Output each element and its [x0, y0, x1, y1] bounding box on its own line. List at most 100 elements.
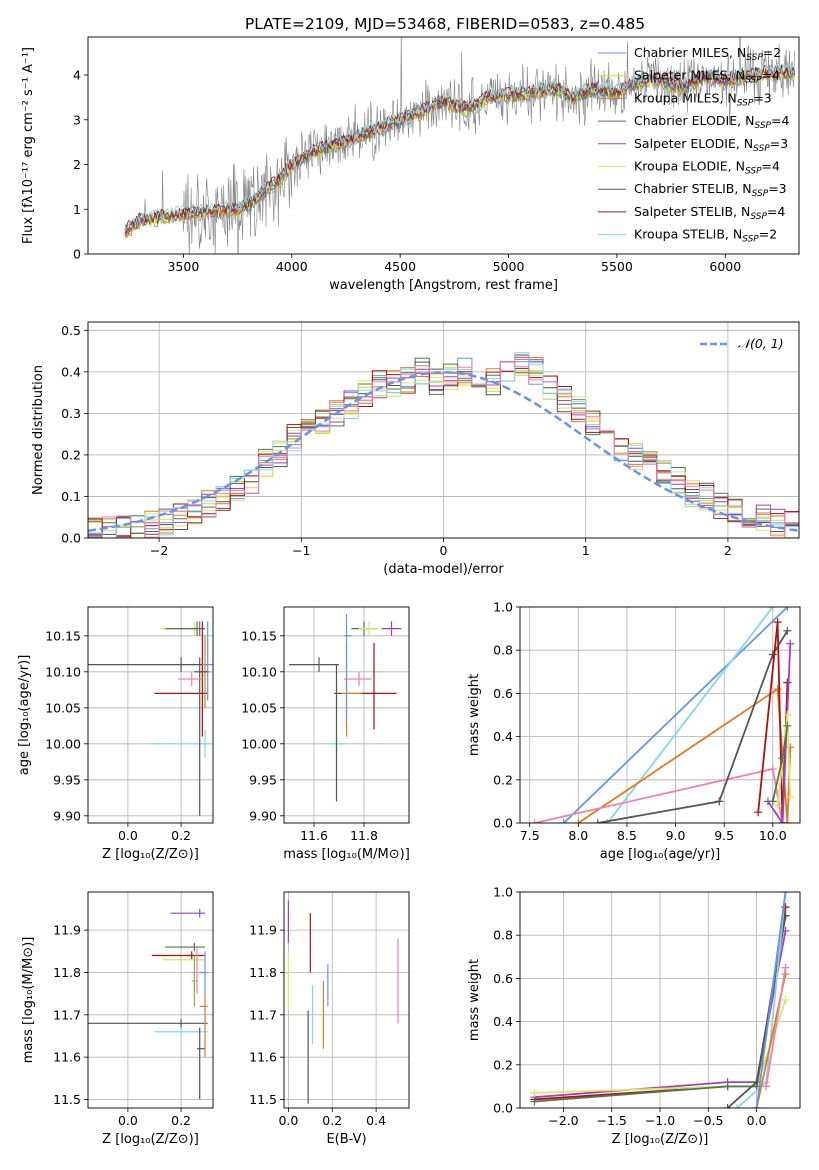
legend-suffix: =3 [770, 136, 788, 151]
series-line [755, 892, 787, 1108]
errorbar-point [344, 671, 372, 687]
plot-area [284, 607, 409, 823]
axes-frame [87, 36, 800, 255]
y-tick-label: 0.4 [493, 729, 513, 744]
x-tick-label: 7.5 [520, 828, 540, 843]
series-marker [768, 765, 777, 773]
y-axis-label: mass [log₁₀(M/M⊙)] [21, 937, 36, 1064]
legend-subscript: SSP [750, 212, 767, 222]
y-axis-label: mass weight [467, 674, 482, 756]
y-tick-label: 10.00 [45, 736, 81, 751]
series-line [124, 63, 796, 231]
x-tick-label: −1.0 [645, 1113, 675, 1128]
x-tick-label: 9.0 [666, 828, 686, 843]
series-marker [783, 721, 792, 730]
y-tick-label: 9.95 [249, 772, 277, 787]
normal-curve [88, 371, 799, 532]
series-marker [559, 819, 568, 823]
legend-suffix: =4 [762, 68, 780, 83]
series-marker [781, 996, 790, 1004]
x-tick-label: 0.0 [118, 828, 138, 843]
legend-suffix: =4 [771, 113, 789, 128]
legend-label: Salpeter ELODIE, NSSP=3 [634, 136, 788, 154]
plot-area [88, 607, 213, 823]
axes-frame [283, 891, 410, 1109]
y-tick-label: 0.2 [493, 1057, 513, 1072]
x-tick-label: 8.5 [617, 828, 637, 843]
x-tick-label: −2.0 [548, 1113, 578, 1128]
legend-suffix: =2 [759, 227, 777, 242]
y-tick-label: 1.0 [493, 600, 513, 615]
x-tick-label: 4500 [384, 259, 416, 274]
errorbar-point [88, 1019, 208, 1028]
legend-label: Salpeter MILES, NSSP=4 [634, 68, 780, 86]
figure-title: PLATE=2109, MJD=53468, FIBERID=0583, z=0… [245, 15, 645, 33]
legend-subscript: SSP [754, 121, 771, 131]
y-tick-label: 0.8 [493, 643, 513, 658]
series-marker [752, 1104, 761, 1108]
errorbar-point [154, 1027, 208, 1036]
series-marker [530, 819, 539, 823]
legend-suffix: =4 [767, 204, 785, 219]
y-tick-label: 0.5 [61, 323, 81, 338]
x-tick-label: 0.0 [278, 1113, 298, 1128]
panel-age-vs-mass: 11.6 11.8 9.90 9.95 10.00 10.05 10.10 10.15 mass… [241, 606, 410, 862]
series-marker [530, 1088, 539, 1097]
series-marker [778, 754, 787, 763]
series-marker [786, 793, 795, 802]
y-tick-label: 10.05 [45, 700, 81, 715]
panel-mass-weight-vs-age: 7.5 8.0 8.5 9.0 9.5 10.0 0.0 0.2 0.4 0.6 0.8 1.0 age… [467, 600, 801, 862]
y-tick-label: 11.6 [249, 1050, 277, 1065]
series-marker [603, 819, 612, 823]
series-marker [783, 711, 792, 719]
x-tick-label: −1 [292, 543, 310, 558]
legend: Chabrier MILES, NSSP=2 Salpeter MILES, NS… [598, 45, 789, 245]
plot-area [520, 607, 800, 823]
legend-label: Kroupa STELIB, NSSP=2 [634, 227, 777, 245]
histogram-step [88, 360, 799, 538]
x-axis-label: wavelength [Angstrom, rest frame] [329, 278, 558, 293]
y-tick-label: 0.2 [61, 447, 81, 462]
panel-mass-vs-ebv: 0.0 0.2 0.4 11.5 11.6 11.7 11.8 11.9 E(B-V) [249, 891, 410, 1147]
y-tick-label: 10.15 [45, 628, 81, 643]
plot-area [88, 892, 213, 1108]
y-tick-label: 0.8 [493, 928, 513, 943]
series-marker [768, 607, 777, 611]
legend-subscript: SSP [745, 167, 762, 177]
errorbar-point [194, 657, 208, 816]
y-tick-label: 0.6 [493, 686, 513, 701]
series-marker [754, 808, 763, 817]
x-axis-label: Z [log₁₀(Z/Z⊙)] [612, 1132, 709, 1147]
series-marker [778, 819, 787, 823]
series-marker [715, 797, 724, 806]
x-tick-label: 0.2 [171, 828, 191, 843]
x-tick-label: 10.0 [759, 828, 787, 843]
errorbar-point [170, 908, 206, 918]
y-tick-label: 11.5 [53, 1092, 81, 1107]
y-axis-label: Flux [fλ10⁻¹⁷ erg cm⁻² s⁻¹ A⁻¹] [21, 47, 36, 244]
y-tick-label: 11.8 [53, 965, 81, 980]
legend-suffix: =3 [768, 181, 786, 196]
y-tick-label: 0.0 [61, 531, 81, 546]
errorbar-point [361, 643, 397, 730]
x-tick-label: 2 [724, 543, 732, 558]
y-tick-label: 11.9 [249, 923, 277, 938]
series-marker [530, 1097, 539, 1106]
series-marker [773, 801, 782, 810]
legend-label: Kroupa ELODIE, NSSP=4 [634, 159, 780, 177]
x-tick-label: 11.6 [300, 828, 328, 843]
y-tick-label: 2 [73, 157, 81, 172]
y-tick-label: 0 [73, 247, 81, 262]
y-tick-label: 0.0 [493, 1101, 513, 1116]
y-tick-label: 0.4 [493, 1014, 513, 1029]
series-line [563, 607, 789, 823]
x-tick-label: 0.2 [171, 1113, 191, 1128]
series-marker [781, 892, 790, 896]
errorbar-point [334, 664, 342, 802]
x-tick-label: 5500 [601, 259, 633, 274]
y-tick-label: 10.00 [241, 736, 277, 751]
series-marker [768, 797, 777, 806]
legend-suffix: =2 [763, 45, 781, 60]
legend-suffix: =4 [762, 159, 780, 174]
